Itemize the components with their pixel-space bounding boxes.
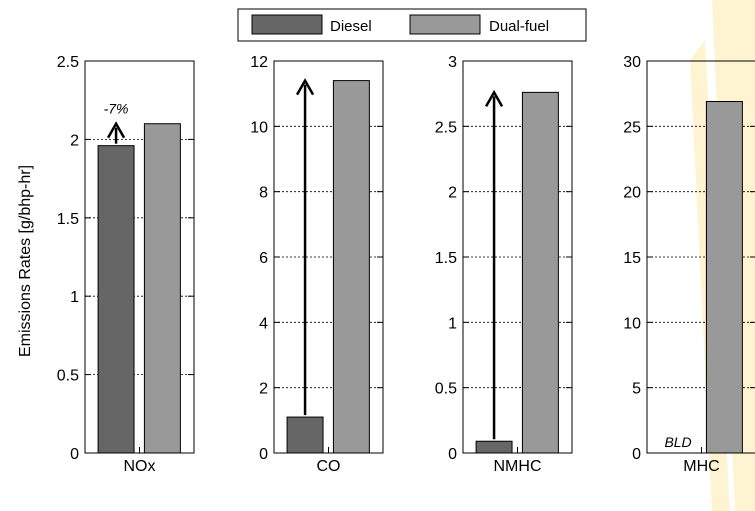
y-tick-label: 10 bbox=[250, 119, 268, 136]
x-tick-label-nmhc: NMHC bbox=[494, 458, 542, 475]
x-tick-label-nox: NOx bbox=[124, 458, 156, 475]
y-tick-label: 30 bbox=[623, 54, 641, 71]
y-tick-label: 2.5 bbox=[435, 119, 457, 136]
y-tick-label: 0.5 bbox=[57, 368, 79, 385]
y-tick-label: 2.5 bbox=[57, 54, 79, 71]
legend-label-diesel: Diesel bbox=[330, 18, 372, 35]
arrow-head bbox=[106, 121, 126, 139]
panel-co: 0 2 4 6 8 10 12 CO bbox=[250, 54, 384, 475]
y-tick-label: 0 bbox=[259, 446, 268, 463]
y-axis-label: Emissions Rates [g/bhp-hr] bbox=[17, 165, 34, 357]
y-tick-label: 25 bbox=[623, 119, 641, 136]
legend-label-dual-fuel: Dual-fuel bbox=[489, 18, 549, 35]
panel-mhc: 0 5 10 15 20 25 30 MHC BLD bbox=[623, 54, 755, 475]
panel-nmhc: 0 0.5 1 1.5 2 2.5 3 NMHC bbox=[435, 54, 573, 475]
legend-swatch-dual-fuel bbox=[409, 14, 481, 35]
bar-dual-fuel-mhc bbox=[705, 101, 743, 454]
arrow-head bbox=[484, 89, 504, 107]
y-tick-label: 0.5 bbox=[435, 381, 457, 398]
y-tick-label: 1 bbox=[448, 315, 457, 332]
y-tick-label: 5 bbox=[632, 381, 641, 398]
y-tick-label: 10 bbox=[623, 315, 641, 332]
y-tick-label: 0 bbox=[70, 446, 79, 463]
y-tick-label: 4 bbox=[259, 315, 268, 332]
bar-dual-fuel-nmhc bbox=[521, 91, 559, 454]
annotation-label: -7% bbox=[104, 101, 129, 117]
x-tick-label-mhc: MHC bbox=[683, 458, 719, 475]
bar-diesel-co bbox=[286, 416, 324, 454]
panel-nox: 0 0.5 1 1.5 2 2.5 NOx -7% bbox=[57, 54, 195, 475]
y-tick-label: 15 bbox=[623, 250, 641, 267]
bar-dual-fuel-co bbox=[332, 80, 370, 454]
y-tick-label: 0 bbox=[632, 446, 641, 463]
y-tick-label: 1.5 bbox=[57, 211, 79, 228]
legend-swatch-diesel bbox=[251, 14, 323, 35]
y-tick-label: 1.5 bbox=[435, 250, 457, 267]
y-tick-label: 1 bbox=[70, 289, 79, 306]
y-tick-label: 8 bbox=[259, 185, 268, 202]
y-tick-label: 0 bbox=[448, 446, 457, 463]
y-tick-label: 6 bbox=[259, 250, 268, 267]
y-tick-label: 2 bbox=[259, 381, 268, 398]
bar-dual-fuel-nox bbox=[143, 123, 181, 454]
y-tick-label: 12 bbox=[250, 54, 268, 71]
y-tick-label: 20 bbox=[623, 185, 641, 202]
y-tick-label: 2 bbox=[70, 132, 79, 149]
arrow-head bbox=[295, 78, 315, 96]
y-tick-label: 3 bbox=[448, 54, 457, 71]
legend: Diesel Dual-fuel bbox=[237, 8, 587, 42]
bar-diesel-nmhc bbox=[475, 440, 513, 454]
x-tick-label-co: CO bbox=[317, 458, 341, 475]
y-tick-label: 2 bbox=[448, 185, 457, 202]
diesel-bld-label: BLD bbox=[664, 434, 691, 450]
bar-diesel-nox bbox=[97, 145, 135, 454]
